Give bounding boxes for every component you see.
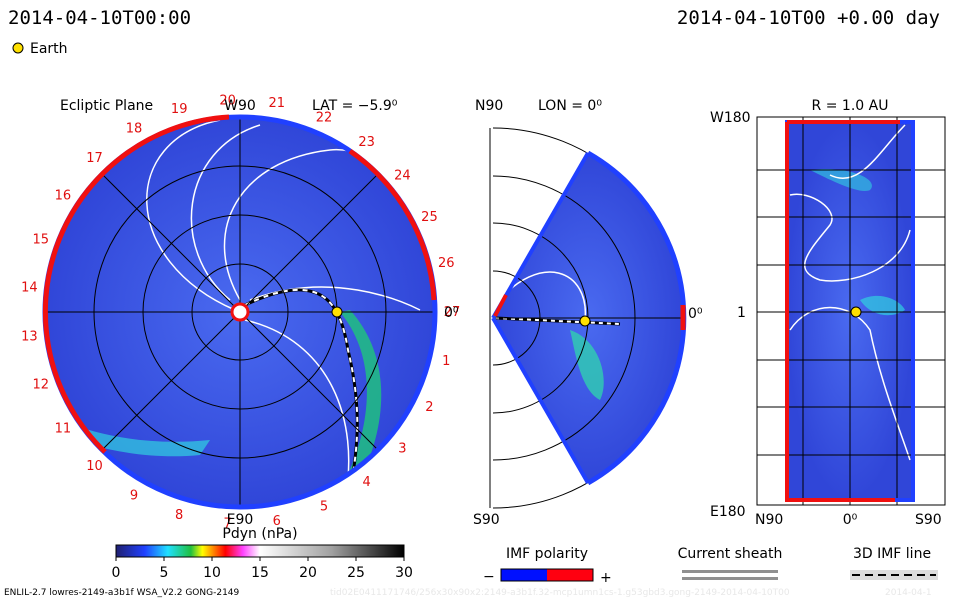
legends: IMF polarity − + Current sheath 3D IMF l…	[483, 546, 938, 586]
lon-label: LON = 0⁰	[538, 98, 602, 114]
imf-legend: IMF polarity	[506, 546, 588, 562]
carrington-label: 27	[444, 305, 461, 320]
carrington-label: 14	[21, 280, 38, 295]
radial-panel: R = 1.0 AU W180 1 E180 N90 0⁰ S90	[710, 98, 946, 528]
carrington-label: 15	[33, 232, 50, 247]
carrington-label: 5	[320, 500, 328, 515]
top-label: N90	[475, 98, 503, 114]
footer-right: 2014-04-1	[885, 588, 932, 598]
carrington-label: 9	[130, 489, 138, 504]
time-offset: 2014-04-10T00 +0.00 day	[677, 7, 940, 29]
bottom-label: N90	[755, 512, 783, 528]
carrington-label: 2	[425, 400, 433, 415]
colorbar-tick-label: 0	[112, 565, 121, 581]
carrington-label: 10	[86, 459, 103, 474]
colorbar-tick-label: 15	[251, 565, 269, 581]
bottom-left-label: E180	[710, 504, 746, 520]
mid-left-label: 1	[737, 305, 746, 321]
carrington-label: 11	[55, 421, 72, 436]
sheath-legend: Current sheath	[678, 546, 783, 562]
panel-title: R = 1.0 AU	[812, 98, 889, 114]
top-label: W90	[224, 98, 256, 114]
carrington-label: 6	[273, 514, 281, 529]
carrington-label: 26	[438, 256, 455, 271]
carrington-label: 18	[126, 121, 143, 136]
meridional-panel: N90 LON = 0⁰ S90 0⁰	[473, 98, 703, 528]
imf-plus: +	[600, 570, 612, 586]
imf-line-legend: 3D IMF line	[853, 546, 931, 562]
earth	[331, 306, 343, 318]
colorbar: Pdyn (nPa) 0 5 10 15 20 25 30	[112, 526, 413, 581]
carrington-label: 23	[358, 135, 375, 150]
footer-middle: tid02E0411171746/256x30x90x2:2149-a3b1f.…	[330, 588, 790, 598]
carrington-label: 7	[224, 517, 232, 532]
footer-left: ENLIL-2.7 lowres-2149-a3b1f WSA_V2.2 GON…	[4, 588, 240, 598]
imf-minus: −	[483, 569, 495, 585]
carrington-label: 24	[394, 169, 411, 184]
carrington-label: 4	[362, 475, 370, 490]
earth-icon	[12, 42, 24, 54]
colorbar-tick-label: 25	[347, 565, 365, 581]
carrington-label: 12	[33, 378, 50, 393]
carrington-label: 25	[421, 210, 438, 225]
carrington-label: 17	[86, 151, 103, 166]
top-left-label: W180	[710, 110, 751, 126]
panel-title: Ecliptic Plane	[60, 98, 153, 114]
bottom-label: S90	[473, 512, 500, 528]
carrington-label: 21	[269, 96, 286, 111]
right-label: 0⁰	[444, 305, 459, 321]
bottom-label: S90	[915, 512, 942, 528]
carrington-label: 1	[442, 354, 450, 369]
carrington-label: 20	[219, 93, 236, 108]
earth-legend: Earth	[30, 41, 68, 57]
colorbar-tick-label: 10	[203, 565, 221, 581]
carrington-label: 8	[175, 508, 183, 523]
colorbar-title: Pdyn (nPa)	[222, 526, 297, 542]
carrington-label: 22	[316, 110, 333, 125]
time-label: 2014-04-10T00:00	[8, 7, 191, 29]
carrington-label: 13	[21, 330, 38, 345]
colorbar-tick-label: 30	[395, 565, 413, 581]
right-label: 0⁰	[688, 306, 703, 322]
lat-label: LAT = −5.9⁰	[312, 98, 398, 114]
colorbar-tick-label: 5	[160, 565, 169, 581]
carrington-label: 16	[55, 189, 72, 204]
carrington-label: 3	[398, 441, 406, 456]
carrington-label: 19	[171, 102, 188, 117]
bottom-label: E90	[227, 512, 254, 528]
colorbar-tick-label: 20	[299, 565, 317, 581]
bottom-label: 0⁰	[843, 512, 858, 528]
